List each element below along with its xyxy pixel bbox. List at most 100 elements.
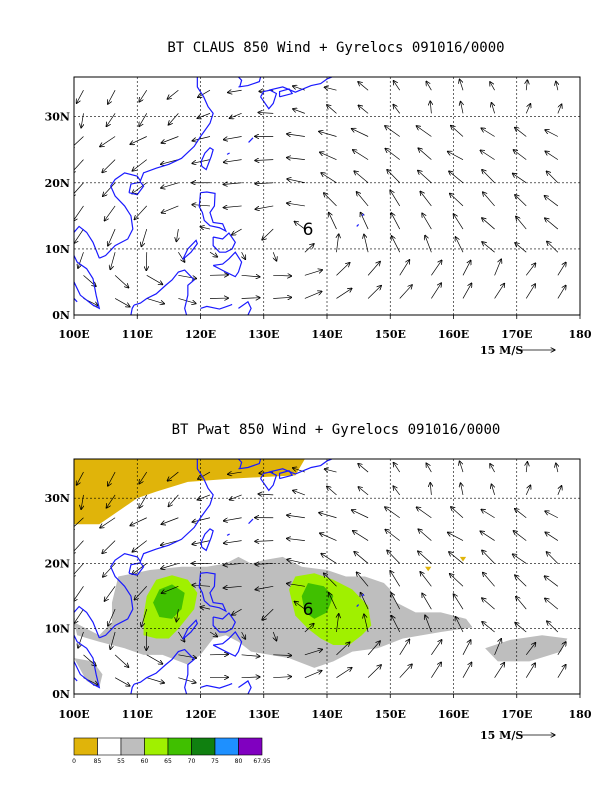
coastline	[74, 225, 100, 259]
x-tick-label: 160E	[438, 328, 469, 341]
wind-vector	[229, 113, 242, 118]
wind-vector	[197, 113, 211, 118]
coastline	[238, 680, 252, 694]
wind-vector	[462, 662, 472, 678]
wind-vector	[447, 151, 464, 160]
wind-vector	[139, 90, 148, 102]
wind-vector	[525, 663, 535, 678]
wind-vector	[108, 471, 116, 486]
wind-vector	[106, 494, 116, 508]
colorbar-swatch	[214, 737, 239, 756]
coastline	[74, 634, 101, 689]
wind-vector	[460, 483, 463, 495]
wind-vector	[161, 517, 179, 525]
x-tick-label: 180	[569, 328, 592, 341]
gyre-location-marker: 6	[303, 220, 314, 240]
wind-vector	[324, 469, 337, 472]
wind-vector	[223, 517, 242, 521]
wind-vector	[367, 641, 380, 656]
x-tick-label: 100E	[58, 328, 89, 341]
wind-vector	[515, 127, 527, 137]
wind-vector	[255, 585, 274, 589]
wind-vector	[449, 193, 464, 207]
wind-vector	[422, 593, 432, 610]
wind-vector	[130, 517, 147, 526]
colorbar-label: 70	[188, 758, 196, 765]
coastline	[200, 528, 214, 552]
wind-vector	[356, 572, 369, 587]
wind-vector	[255, 541, 274, 542]
wind-vector	[192, 205, 211, 206]
wind-vector	[545, 130, 559, 137]
wind-vector	[255, 205, 274, 209]
coastline	[182, 619, 199, 640]
wind-vector	[114, 654, 129, 668]
wind-vector	[490, 82, 495, 91]
pwat-yellow-dot	[425, 566, 432, 572]
wind-vector	[178, 274, 196, 278]
wind-vector	[104, 205, 116, 221]
colorbar-label: 55	[117, 758, 125, 765]
coastline	[226, 533, 230, 536]
wind-vector	[273, 631, 276, 641]
wind-vector	[387, 169, 400, 184]
wind-vector	[545, 151, 559, 160]
colorbar-label: 80	[235, 758, 243, 765]
wind-vector	[200, 607, 211, 609]
wind-vector	[223, 160, 242, 163]
wind-vector	[130, 136, 147, 145]
wind-vector	[106, 113, 116, 126]
coastline	[130, 304, 135, 315]
wind-vector	[430, 101, 431, 114]
coastline	[226, 152, 230, 155]
coastline	[130, 683, 135, 694]
wind-vector	[557, 486, 562, 496]
y-tick-label: 10N	[45, 243, 70, 256]
wind-vector	[494, 638, 502, 655]
wind-vector	[273, 655, 291, 656]
wind-vector	[449, 574, 464, 587]
wind-vector	[161, 205, 179, 213]
colorbar-label: 0	[72, 758, 76, 765]
wind-vector	[146, 677, 165, 683]
wind-vector	[161, 182, 179, 188]
wind-vector	[385, 126, 400, 137]
wind-vector	[545, 598, 559, 610]
wind-vector	[515, 243, 527, 253]
coastline	[278, 470, 294, 480]
wind-vector	[391, 593, 401, 610]
wind-vector	[103, 563, 116, 577]
wind-vector	[108, 228, 116, 246]
wind-vector	[78, 252, 84, 268]
wind-vector	[526, 462, 527, 473]
wind-vector	[447, 532, 464, 541]
wind-vector	[74, 159, 84, 174]
wind-vector	[483, 192, 495, 207]
wind-vector	[192, 517, 211, 522]
pwat-green-east	[301, 583, 334, 619]
wind-vector	[546, 552, 559, 564]
wind-vector	[286, 157, 305, 159]
wind-vector	[132, 540, 147, 552]
wind-vector	[336, 614, 338, 633]
x-tick-label: 180	[569, 708, 592, 721]
wind-vector	[168, 113, 179, 125]
wind-vector	[525, 263, 535, 276]
coastline	[128, 562, 145, 576]
wind-vector	[390, 190, 401, 207]
wind-vector	[336, 263, 349, 276]
wind-vector	[178, 654, 196, 658]
coastline	[356, 604, 360, 607]
colorbar-swatch	[97, 737, 122, 756]
wind-vector	[228, 90, 242, 92]
coastline	[260, 89, 278, 110]
colorbar-swatch	[167, 737, 192, 756]
wind-vector	[161, 585, 179, 593]
wind-vector	[209, 631, 218, 637]
wind-vector	[393, 104, 401, 114]
wind-vector	[418, 148, 432, 160]
wind-vector	[418, 170, 432, 184]
wind-vector	[462, 640, 471, 655]
wind-vector	[132, 159, 147, 171]
wind-vector	[516, 596, 527, 610]
